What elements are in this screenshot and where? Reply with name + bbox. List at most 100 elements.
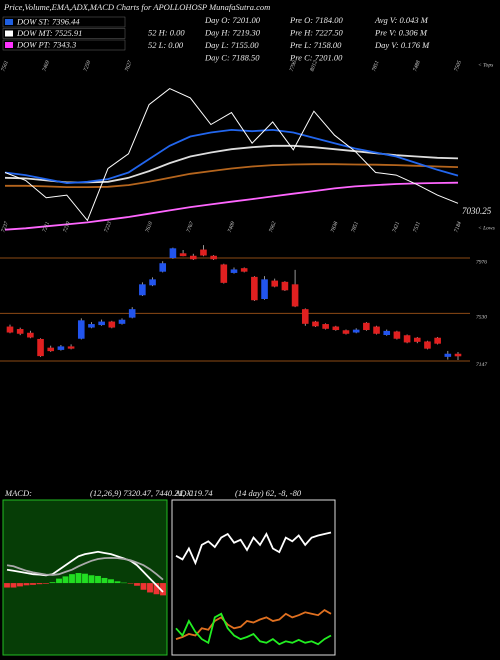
- info-text: Day L: 7155.00: [204, 40, 259, 50]
- histogram-bar: [56, 578, 62, 584]
- series-line: [175, 531, 332, 566]
- candle-body: [57, 346, 65, 350]
- series-line: [4, 128, 459, 185]
- candle-body: [108, 321, 116, 328]
- histogram-bar: [62, 576, 69, 584]
- histogram-bar: [147, 583, 153, 593]
- histogram-bar: [17, 583, 23, 587]
- candle-body: [363, 322, 370, 331]
- candle-body: [352, 329, 360, 333]
- info-text: Pre L: 7158.00: [289, 40, 342, 50]
- panel-subtitle: (14 day) 62, -8, -80: [235, 488, 302, 498]
- marker-label: < Lows: [478, 225, 495, 231]
- candle-body: [47, 347, 55, 352]
- candle-body: [98, 321, 105, 326]
- price-annotation: 7210: [62, 221, 71, 234]
- candle-body: [332, 326, 340, 331]
- series-line: [6, 556, 164, 581]
- price-annotation: 7561: [1, 60, 10, 73]
- price-annotation: 8012: [309, 60, 318, 73]
- price-annotation: 7790: [289, 60, 298, 73]
- candle-body: [373, 326, 380, 334]
- info-text: Day V: 0.176 M: [374, 40, 430, 50]
- dow-label: DOW PT: 7343.3: [16, 39, 76, 49]
- histogram-bar: [95, 575, 101, 584]
- price-annotation: 7627: [124, 60, 133, 73]
- info-text: Day O: 7201.00: [204, 15, 261, 25]
- histogram-bar: [114, 581, 121, 584]
- candle-body: [220, 264, 228, 283]
- price-annotation: 7237: [1, 221, 10, 234]
- series-line: [175, 609, 332, 640]
- histogram-bar: [101, 577, 108, 584]
- y-tick-label: 7147: [476, 361, 487, 368]
- candle-body: [128, 309, 136, 318]
- end-label: 7030.25: [462, 206, 492, 216]
- histogram-bar: [140, 583, 147, 590]
- price-annotation: 7851: [351, 221, 360, 234]
- dow-box: [2, 16, 126, 28]
- candle-body: [434, 337, 441, 344]
- price-annotation: 7259: [83, 60, 92, 73]
- info-text: 52 H: 0.00: [148, 27, 185, 37]
- candle-body: [118, 319, 126, 324]
- dow-box: [2, 28, 126, 39]
- histogram-bar: [134, 583, 140, 586]
- histogram-bar: [153, 583, 160, 595]
- candle-body: [251, 276, 258, 301]
- histogram-bar: [4, 583, 10, 588]
- histogram-bar: [75, 573, 82, 584]
- histogram-bar: [108, 579, 114, 584]
- panel: [171, 499, 336, 656]
- panel-title: ADX: [174, 488, 192, 498]
- candle-body: [383, 330, 391, 335]
- info-text: Pre C: 7201.00: [289, 52, 343, 62]
- series-line: [4, 88, 459, 222]
- histogram-bar: [23, 583, 30, 586]
- histogram-bar: [88, 575, 95, 584]
- info-text: 52 L: 0.00: [148, 40, 184, 50]
- series-line: [4, 181, 459, 231]
- y-tick-label: 7976: [476, 259, 487, 265]
- candle-body: [240, 268, 248, 272]
- candle-body: [6, 326, 14, 333]
- candle-body: [88, 324, 95, 328]
- histogram-bar: [30, 583, 36, 585]
- candle-body: [312, 321, 319, 327]
- candle-body: [210, 255, 217, 260]
- series-line: [5, 163, 459, 188]
- histogram-bar: [36, 583, 43, 585]
- candle-body: [281, 281, 289, 291]
- series-line: [6, 550, 164, 593]
- price-annotation: 7211: [42, 221, 51, 233]
- histogram-bar: [49, 582, 56, 584]
- info-text: Pre O: 7184.00: [289, 15, 344, 25]
- candle-body: [301, 309, 309, 324]
- panel-subtitle: (12,26,9) 7320.47, 7440.21, -119.74: [90, 488, 213, 498]
- candle-body: [413, 337, 421, 342]
- dow-label: DOW MT: 7525.91: [16, 28, 82, 38]
- candle-body: [261, 279, 268, 299]
- series-line: [175, 612, 332, 646]
- page-title: Price,Volume,EMA,ADX,MACD Charts for APO…: [3, 2, 270, 12]
- candle-body: [189, 255, 197, 260]
- candle-body: [139, 284, 146, 296]
- candle-body: [169, 248, 177, 259]
- histogram-bar: [69, 574, 75, 584]
- panel-title: MACD:: [4, 488, 32, 498]
- price-annotation: 7409: [226, 220, 236, 233]
- histogram-bar: [121, 582, 127, 584]
- candle-body: [77, 320, 85, 339]
- candle-body: [444, 353, 452, 357]
- candle-body: [454, 353, 462, 357]
- dow-box: [2, 39, 126, 51]
- candle-body: [230, 269, 238, 273]
- candle-body: [159, 263, 167, 272]
- price-annotation: 7851: [371, 60, 380, 73]
- price-annotation: 7838: [330, 221, 339, 234]
- info-text: Pre V: 0.306 M: [374, 27, 428, 37]
- candle-body: [291, 284, 299, 307]
- dow-swatch: [5, 19, 13, 25]
